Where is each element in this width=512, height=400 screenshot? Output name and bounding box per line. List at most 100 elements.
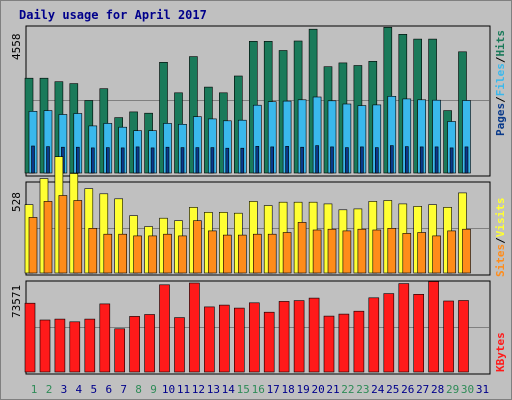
day-label: 2 bbox=[46, 383, 53, 396]
day-label: 7 bbox=[120, 383, 127, 396]
pages-bar bbox=[165, 146, 170, 174]
kbytes-bar bbox=[219, 304, 230, 373]
pages-bar bbox=[150, 147, 155, 174]
kbytes-bar bbox=[293, 300, 305, 373]
day-label: 31 bbox=[476, 383, 489, 396]
kbytes-bar bbox=[458, 300, 469, 373]
kbytes-bar bbox=[99, 303, 111, 373]
sites-bar bbox=[462, 228, 471, 274]
pages-bar bbox=[464, 146, 469, 174]
pages-bar bbox=[120, 147, 125, 174]
sites-bar bbox=[342, 230, 352, 274]
kbytes-bar bbox=[129, 316, 140, 373]
pages-bar bbox=[300, 146, 304, 174]
legend-sites: Sites bbox=[494, 244, 507, 277]
pages-bar bbox=[76, 146, 80, 174]
legend-hits: Hits bbox=[494, 30, 507, 57]
legend-visits: Visits bbox=[494, 198, 507, 238]
hits-legend: Pages/Files/Hits bbox=[494, 30, 507, 136]
sites-bar bbox=[148, 235, 157, 274]
pages-bar bbox=[180, 147, 185, 174]
kbytes-bar bbox=[398, 283, 410, 373]
day-label: 16 bbox=[252, 383, 265, 396]
pages-bar bbox=[449, 147, 454, 174]
sites-bar bbox=[223, 234, 232, 274]
kbytes-bar bbox=[204, 306, 215, 373]
sites-bar bbox=[238, 234, 247, 274]
sites-bar bbox=[133, 235, 142, 274]
kbytes-bar bbox=[338, 313, 350, 373]
day-label: 26 bbox=[401, 383, 414, 396]
pages-bar bbox=[106, 147, 110, 174]
sites-bar bbox=[118, 233, 127, 274]
pages-bar bbox=[195, 147, 200, 174]
kbytes-ymax-label: 73571 bbox=[10, 285, 23, 318]
legend-files: Files bbox=[494, 63, 507, 96]
sites-bar bbox=[357, 228, 367, 274]
day-label: 12 bbox=[192, 383, 205, 396]
pages-bar bbox=[434, 146, 439, 174]
sites-bar bbox=[372, 229, 382, 274]
day-label: 14 bbox=[222, 383, 236, 396]
pages-bar bbox=[330, 146, 334, 174]
kbytes-legend: KBytes bbox=[494, 332, 507, 372]
sites-bar bbox=[327, 228, 337, 274]
day-label: 11 bbox=[177, 383, 190, 396]
day-label: 21 bbox=[326, 383, 339, 396]
kbytes-bar bbox=[413, 293, 425, 373]
kbytes-bar bbox=[353, 310, 365, 373]
day-label: 15 bbox=[237, 383, 250, 396]
sites-bar bbox=[432, 235, 441, 274]
pages-bar bbox=[240, 147, 245, 174]
kbytes-bar bbox=[159, 284, 170, 373]
kbytes-bar bbox=[308, 297, 320, 373]
day-label: 3 bbox=[61, 383, 68, 396]
pages-bar bbox=[285, 146, 289, 174]
day-label: 5 bbox=[90, 383, 97, 396]
kbytes-bar bbox=[278, 301, 290, 373]
sites-bar bbox=[163, 233, 172, 274]
pages-bar bbox=[135, 146, 140, 174]
chart-title: Daily usage for April 2017 bbox=[19, 8, 207, 22]
visits-legend: Sites/Visits bbox=[494, 198, 507, 278]
sites-bar bbox=[267, 233, 277, 274]
kbytes-bar bbox=[383, 293, 395, 373]
day-label: 18 bbox=[281, 383, 294, 396]
day-label: 29 bbox=[446, 383, 459, 396]
kbytes-bar bbox=[24, 302, 36, 373]
pages-bar bbox=[46, 146, 50, 174]
pages-bar bbox=[360, 146, 364, 174]
pages-bar bbox=[315, 145, 319, 174]
kbytes-bar bbox=[323, 315, 335, 373]
pages-bar bbox=[389, 145, 394, 174]
day-label: 17 bbox=[267, 383, 280, 396]
day-label: 22 bbox=[341, 383, 354, 396]
day-label: 20 bbox=[311, 383, 324, 396]
sites-bar bbox=[447, 230, 456, 274]
pages-bar bbox=[31, 145, 35, 174]
sites-bar bbox=[73, 200, 83, 274]
sites-bar bbox=[193, 220, 202, 274]
sites-bar bbox=[58, 195, 68, 274]
sites-bar bbox=[88, 228, 98, 274]
legend-kbytes: KBytes bbox=[494, 332, 507, 372]
sites-bar bbox=[297, 222, 307, 274]
sites-bar bbox=[402, 233, 412, 274]
sites-bar bbox=[178, 235, 187, 274]
sites-bar bbox=[43, 201, 53, 274]
sites-bar bbox=[387, 228, 397, 274]
kbytes-bar bbox=[249, 302, 260, 373]
sites-bar bbox=[28, 217, 38, 274]
day-label: 27 bbox=[416, 383, 429, 396]
sites-bar bbox=[208, 230, 217, 274]
day-label: 30 bbox=[461, 383, 474, 396]
pages-bar bbox=[374, 147, 379, 174]
kbytes-bar bbox=[144, 314, 155, 373]
kbytes-bar bbox=[84, 318, 96, 373]
sites-bar bbox=[417, 232, 427, 274]
day-label: 23 bbox=[356, 383, 369, 396]
sites-bar bbox=[312, 229, 322, 274]
pages-bar bbox=[255, 146, 260, 174]
kbytes-bar bbox=[114, 328, 125, 373]
